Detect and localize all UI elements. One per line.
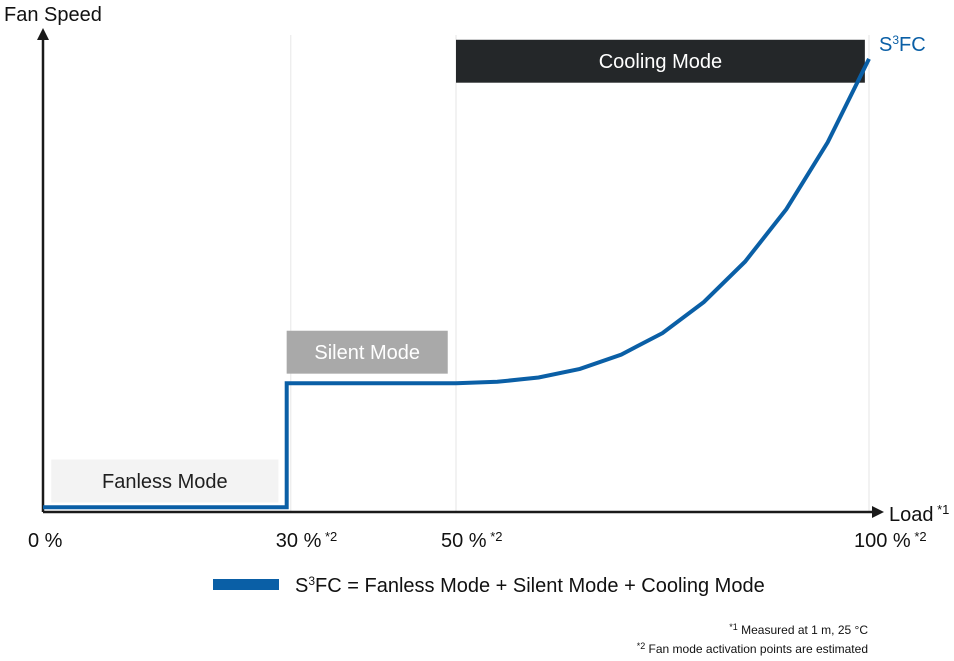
series-name-prefix: S: [879, 34, 892, 56]
mode-label-2: Cooling Mode: [599, 51, 722, 73]
tick-label-0: 0 %: [28, 530, 63, 552]
tick-label-note-3: *2: [911, 529, 927, 544]
footnote-mark-0: *1: [729, 622, 738, 632]
legend-prefix: S: [295, 575, 308, 597]
series-line-0: [43, 58, 871, 510]
series-name-sup: 3: [892, 33, 899, 47]
tick-label-2: 50 % *2: [441, 529, 503, 552]
legend-sup: 3: [308, 574, 315, 588]
tick-label-text-2: 50 %: [441, 530, 487, 552]
tick-label-1: 30 % *2: [276, 529, 338, 552]
mode-box-1: [286, 330, 448, 374]
legend-swatch: [213, 579, 279, 590]
tick-label-text-3: 100 %: [854, 530, 911, 552]
footnote-1: *2 Fan mode activation points are estima…: [637, 641, 868, 656]
footnote-mark-1: *2: [637, 641, 646, 651]
mode-box-0: [51, 459, 279, 503]
footnote-text-0: Measured at 1 m, 25 °C: [738, 623, 869, 637]
tick-label-note-2: *2: [487, 529, 503, 544]
x-axis-label-text: Load: [889, 504, 934, 526]
x-axis-label: Load *1: [889, 502, 949, 526]
tick-label-text-0: 0 %: [28, 530, 63, 552]
mode-box-2: [456, 39, 865, 83]
tick-label-note-1: *2: [321, 529, 337, 544]
footnote-text-1: Fan mode activation points are estimated: [645, 642, 868, 656]
y-axis-arrow-icon: [37, 28, 49, 40]
footnote-0: *1 Measured at 1 m, 25 °C: [729, 622, 868, 637]
legend-text: S3FC = Fanless Mode + Silent Mode + Cool…: [295, 574, 765, 597]
series-name-suffix: FC: [899, 34, 926, 56]
series-name-0: S3FC: [879, 33, 926, 56]
x-axis-arrow-icon: [872, 506, 884, 518]
mode-label-1: Silent Mode: [314, 342, 420, 364]
tick-label-text-1: 30 %: [276, 530, 322, 552]
x-axis-label-note: *1: [934, 502, 950, 517]
mode-label-0: Fanless Mode: [102, 471, 228, 493]
tick-label-3: 100 % *2: [854, 529, 927, 552]
legend-suffix: FC = Fanless Mode + Silent Mode + Coolin…: [315, 575, 765, 597]
y-axis-label: Fan Speed: [4, 4, 102, 26]
